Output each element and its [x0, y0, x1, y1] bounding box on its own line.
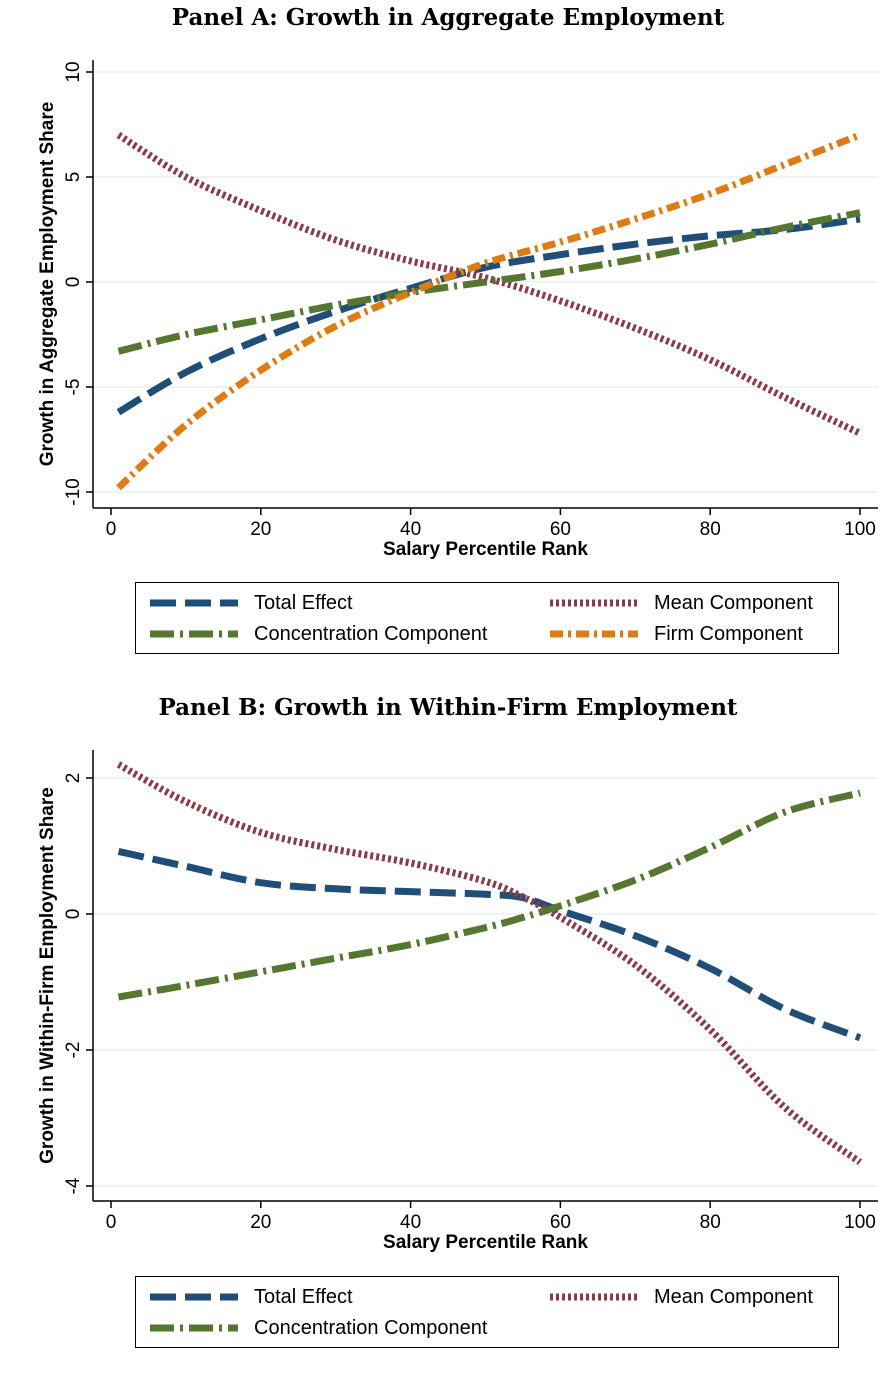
x-tick-label: 100 — [844, 1212, 876, 1233]
x-tick-label: 40 — [400, 519, 421, 540]
legend-label-mean-component: Mean Component — [654, 1285, 813, 1308]
y-tick-label: 0 — [63, 909, 84, 920]
y-tick-label: -5 — [63, 379, 84, 396]
legend-swatch-concentration-component — [150, 1324, 238, 1332]
panel-b-legend: Total Effect Mean Component Concentratio… — [135, 1276, 839, 1348]
legend-label-mean-component: Mean Component — [654, 591, 813, 614]
legend-item-concentration-component: Concentration Component — [146, 1313, 487, 1343]
x-axis-title: Salary Percentile Rank — [383, 539, 588, 560]
y-tick-label: 10 — [63, 61, 84, 82]
y-tick-label: -4 — [63, 1177, 84, 1194]
legend-swatch-firm-component — [550, 630, 638, 638]
series-line-mean-component — [116, 761, 863, 1166]
series-line-mean-component — [116, 132, 862, 437]
x-tick-label: 100 — [844, 519, 876, 540]
legend-label-total-effect: Total Effect — [254, 1285, 353, 1308]
x-tick-label: 20 — [250, 1212, 271, 1233]
legend-item-total-effect: Total Effect — [146, 1282, 353, 1312]
x-tick-label: 40 — [400, 1212, 421, 1233]
y-tick-label: 5 — [63, 172, 84, 183]
series-line-concentration-component — [117, 209, 861, 355]
x-tick-label: 60 — [550, 1212, 571, 1233]
legend-label-concentration-component: Concentration Component — [254, 1316, 488, 1339]
series-line-concentration-component — [117, 789, 861, 1001]
legend-swatch-total-effect — [150, 1293, 238, 1301]
legend-swatch-mean-component — [550, 599, 638, 607]
series-line-firm-component — [116, 131, 862, 491]
panel-a: Panel A: Growth in Aggregate Employment … — [37, 4, 878, 654]
y-axis-title: Growth in Within-Firm Employment Share — [37, 787, 58, 1164]
y-axis-title: Growth in Aggregate Employment Share — [37, 102, 58, 467]
legend-item-concentration-component: Concentration Component — [146, 619, 487, 649]
y-tick-label: 2 — [63, 773, 84, 784]
series-line-total-effect — [116, 215, 861, 416]
legend-swatch-total-effect — [150, 599, 238, 607]
series-line-total-effect — [117, 847, 862, 1042]
legend-label-total-effect: Total Effect — [254, 591, 353, 614]
y-tick-label: -2 — [63, 1042, 84, 1059]
legend-label-firm-component: Firm Component — [654, 622, 803, 645]
x-tick-label: 80 — [700, 1212, 721, 1233]
x-tick-label: 0 — [106, 1212, 117, 1233]
y-tick-label: -10 — [63, 478, 84, 505]
x-tick-label: 60 — [550, 519, 571, 540]
panel-a-title: Panel A: Growth in Aggregate Employment — [171, 4, 725, 31]
legend-swatch-mean-component — [550, 1293, 638, 1301]
legend-item-mean-component: Mean Component — [546, 588, 813, 618]
y-tick-label: 0 — [63, 277, 84, 288]
x-tick-label: 80 — [700, 519, 721, 540]
legend-label-concentration-component: Concentration Component — [254, 622, 488, 645]
legend-item-mean-component: Mean Component — [546, 1282, 813, 1312]
x-axis-title: Salary Percentile Rank — [383, 1232, 588, 1253]
panel-b-title: Panel B: Growth in Within-Firm Employmen… — [158, 694, 738, 721]
x-tick-label: 20 — [250, 519, 271, 540]
legend-item-total-effect: Total Effect — [146, 588, 353, 618]
legend-swatch-concentration-component — [150, 630, 238, 638]
legend-item-firm-component: Firm Component — [546, 619, 803, 649]
panel-b: Panel B: Growth in Within-Firm Employmen… — [0, 690, 896, 1374]
x-tick-label: 0 — [106, 519, 117, 540]
panel-a-legend: Total Effect Mean Component Concentratio… — [135, 582, 839, 654]
